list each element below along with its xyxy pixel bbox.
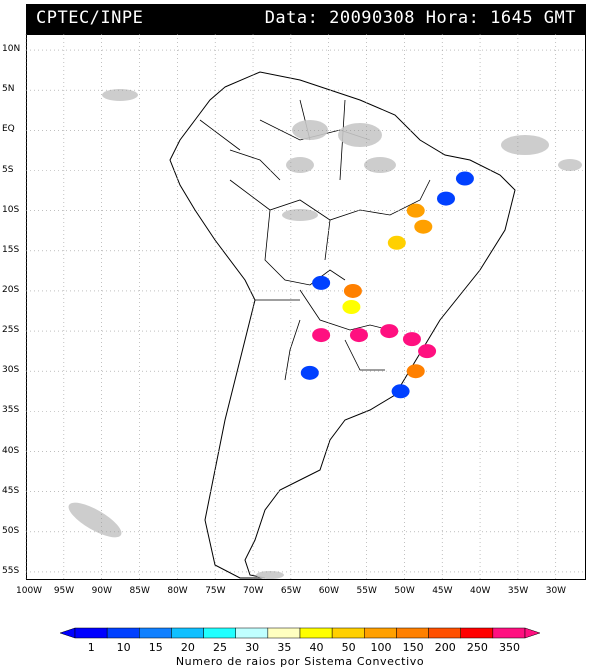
grid-layer	[25, 34, 586, 580]
convective-system	[342, 300, 361, 314]
longitude-tick-label: 60W	[318, 586, 340, 596]
colorbar-segment	[171, 627, 204, 639]
latitude-tick-label: 15S	[2, 244, 20, 255]
cloud-patch	[102, 89, 138, 101]
colorbar-segment	[492, 627, 526, 639]
colorbar-tick-label: 40	[309, 641, 324, 654]
colorbar-tick-label: 30	[245, 641, 260, 654]
cloud-patch	[68, 502, 122, 538]
colorbar-tick-label: 200	[434, 641, 456, 654]
convective-system	[312, 275, 331, 290]
latitude-tick-label: 40S	[2, 445, 20, 456]
convective-system	[414, 219, 433, 234]
latitude-tick-label: 5N	[2, 84, 15, 95]
agency-label: CPTEC/INPE	[36, 8, 144, 28]
colorbar-tick-label: 20	[180, 641, 195, 654]
convective-system	[312, 328, 331, 343]
colorbar	[59, 627, 541, 639]
latitude-tick-label: 10S	[2, 204, 20, 215]
cloud-patch	[338, 123, 382, 147]
latitude-tick-label: 25S	[2, 325, 20, 336]
longitude-tick-label: 65W	[280, 586, 302, 596]
colorbar-segment	[74, 627, 108, 639]
cloud-patch	[282, 209, 318, 221]
convective-system	[391, 384, 410, 399]
latitude-tick-label: EQ	[2, 124, 15, 135]
longitude-tick-label: 35W	[507, 586, 529, 596]
convective-system	[380, 324, 399, 339]
colorbar-segment	[428, 627, 461, 639]
convective-system	[406, 203, 425, 218]
coastline-layer	[169, 71, 516, 579]
latitude-tick-label: 5S	[2, 164, 14, 175]
longitude-tick-label: 100W	[16, 586, 43, 596]
colorbar-segment	[331, 627, 365, 639]
latitude-tick-label: 30S	[2, 365, 20, 376]
cloud-patch	[292, 120, 328, 140]
longitude-tick-label: 50W	[394, 586, 415, 596]
convective-system	[402, 332, 421, 347]
convective-system	[437, 191, 455, 206]
colorbar-right-arrow	[524, 627, 541, 639]
convective-system	[418, 344, 437, 359]
colorbar-tick-label: 100	[370, 641, 392, 654]
latitude-tick-label: 10N	[2, 44, 21, 55]
convective-system	[455, 171, 474, 186]
latitude-tick-label: 55S	[2, 565, 20, 576]
longitude-tick-label: 30W	[545, 586, 567, 596]
cloud-layer	[68, 89, 582, 579]
cloud-patch	[501, 135, 549, 155]
convective-system	[300, 365, 319, 380]
south-america-coast	[169, 71, 516, 579]
longitude-tick-label: 45W	[432, 586, 453, 596]
longitude-tick-label: 40W	[470, 586, 491, 596]
colorbar-tick-label: 10	[116, 641, 131, 654]
longitude-tick-label: 85W	[129, 586, 150, 596]
date-time-label: Data: 20090308 Hora: 1645 GMT	[264, 8, 576, 28]
longitude-tick-label: 95W	[53, 586, 75, 596]
colorbar-segment	[139, 627, 172, 639]
colorbar-segment	[396, 627, 429, 639]
colorbar-left-arrow	[59, 627, 76, 639]
colorbar-tick-label: 1	[87, 641, 95, 654]
convective-system	[387, 235, 406, 250]
longitude-tick-label: 90W	[91, 586, 113, 596]
colorbar-tick-label: 50	[341, 641, 356, 654]
convective-systems-layer	[300, 171, 474, 399]
cloud-patch	[286, 157, 314, 173]
colorbar-tick-label: 250	[466, 641, 488, 654]
longitude-tick-label: 70W	[243, 586, 264, 596]
latitude-tick-label: 35S	[2, 405, 20, 416]
colorbar-tick-label: 25	[213, 641, 228, 654]
colorbar-segment	[299, 627, 333, 639]
colorbar-segment	[106, 627, 140, 639]
latitude-tick-label: 20S	[2, 284, 20, 295]
longitude-tick-label: 55W	[356, 586, 377, 596]
cloud-patch	[558, 159, 582, 171]
latitude-tick-label: 50S	[2, 525, 20, 536]
colorbar-tick-label: 35	[277, 641, 292, 654]
cloud-patch	[364, 157, 396, 173]
latitude-tick-label: 45S	[2, 485, 20, 496]
cloud-patch	[256, 571, 284, 579]
colorbar-segment	[235, 627, 269, 639]
colorbar-tick-label: 350	[499, 641, 521, 654]
colorbar-title: Numero de raios por Sistema Convectivo	[175, 655, 425, 668]
colorbar-segment	[364, 627, 397, 639]
convective-system	[406, 364, 425, 379]
colorbar-segment	[203, 627, 236, 639]
convective-system	[343, 283, 362, 298]
colorbar-tick-label: 150	[402, 641, 424, 654]
convective-system	[349, 328, 368, 343]
colorbar-segment	[267, 627, 301, 639]
longitude-tick-label: 75W	[205, 586, 226, 596]
map-header: CPTEC/INPE Data: 20090308 Hora: 1645 GMT	[26, 4, 586, 34]
colorbar-segment	[460, 627, 494, 639]
colorbar-tick-label: 15	[148, 641, 163, 654]
longitude-tick-label: 80W	[167, 586, 188, 596]
